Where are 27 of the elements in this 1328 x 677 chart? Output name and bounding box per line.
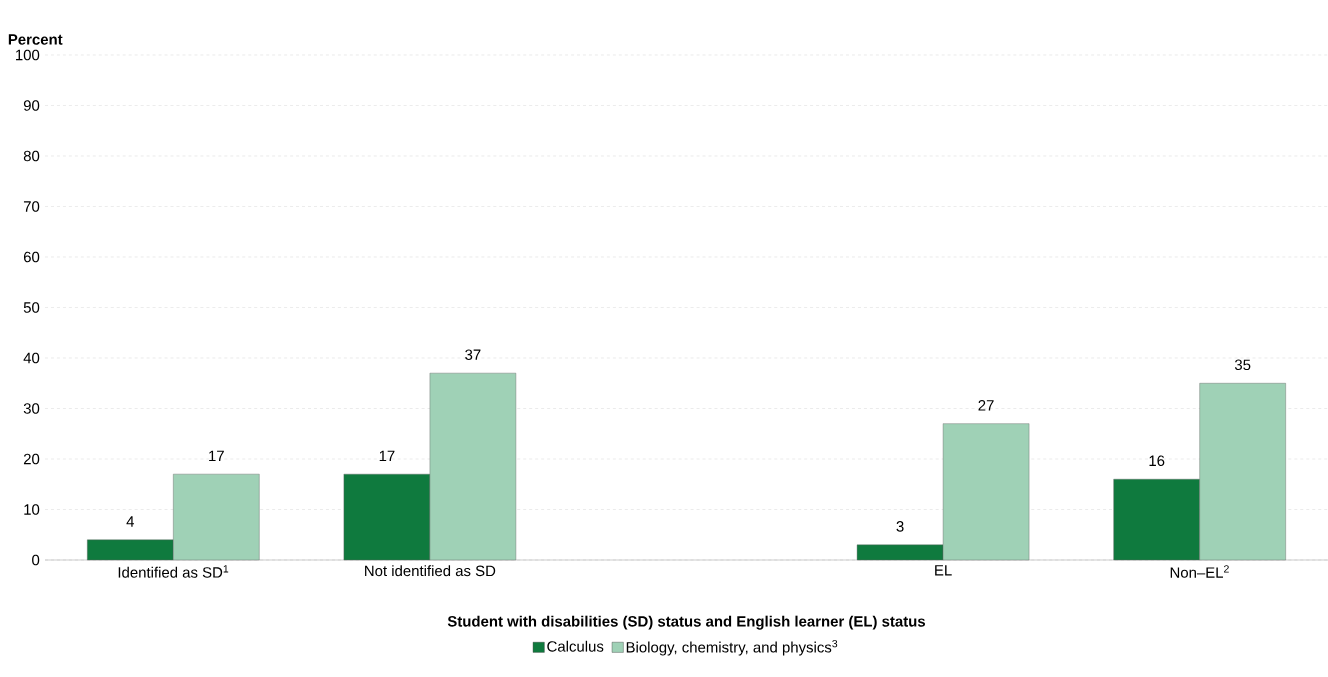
x-axis-title: Student with disabilities (SD) status and English learner (EL) status <box>447 615 926 630</box>
data-label: 35 <box>1234 359 1251 371</box>
y-tick-label: 20 <box>23 453 40 465</box>
y-tick-label: 100 <box>16 49 40 61</box>
y-tick-label: 60 <box>23 251 40 263</box>
data-label: 37 <box>465 349 481 360</box>
y-axis-title: Percent <box>8 34 63 45</box>
y-tick-label: 80 <box>23 150 40 162</box>
x-tick-label: Identified as SD$^{1}$ <box>118 565 229 578</box>
y-tick-label: 10 <box>24 504 40 515</box>
data-label: 17 <box>209 450 224 461</box>
x-tick-label: EL <box>935 565 952 576</box>
x-tick-label: Not identified as SD <box>365 565 496 577</box>
data-label: 16 <box>1149 455 1165 467</box>
y-tick-label: 50 <box>23 302 40 313</box>
legend-label: Biology, chemistry, and physics$^{3}$ <box>626 639 838 656</box>
data-label: 17 <box>379 450 395 461</box>
legend-label: Calculus <box>547 640 604 652</box>
data-label: 27 <box>978 400 994 411</box>
y-tick-label: 0 <box>32 554 40 566</box>
y-tick-label: 90 <box>23 100 40 111</box>
y-tick-label: 30 <box>23 403 40 414</box>
data-label: 3 <box>896 521 904 532</box>
data-label: 4 <box>126 516 135 527</box>
y-tick-label: 70 <box>23 201 40 212</box>
x-tick-label: Non–EL$^{2}$ <box>1170 565 1229 578</box>
y-tick-label: 40 <box>23 352 40 364</box>
